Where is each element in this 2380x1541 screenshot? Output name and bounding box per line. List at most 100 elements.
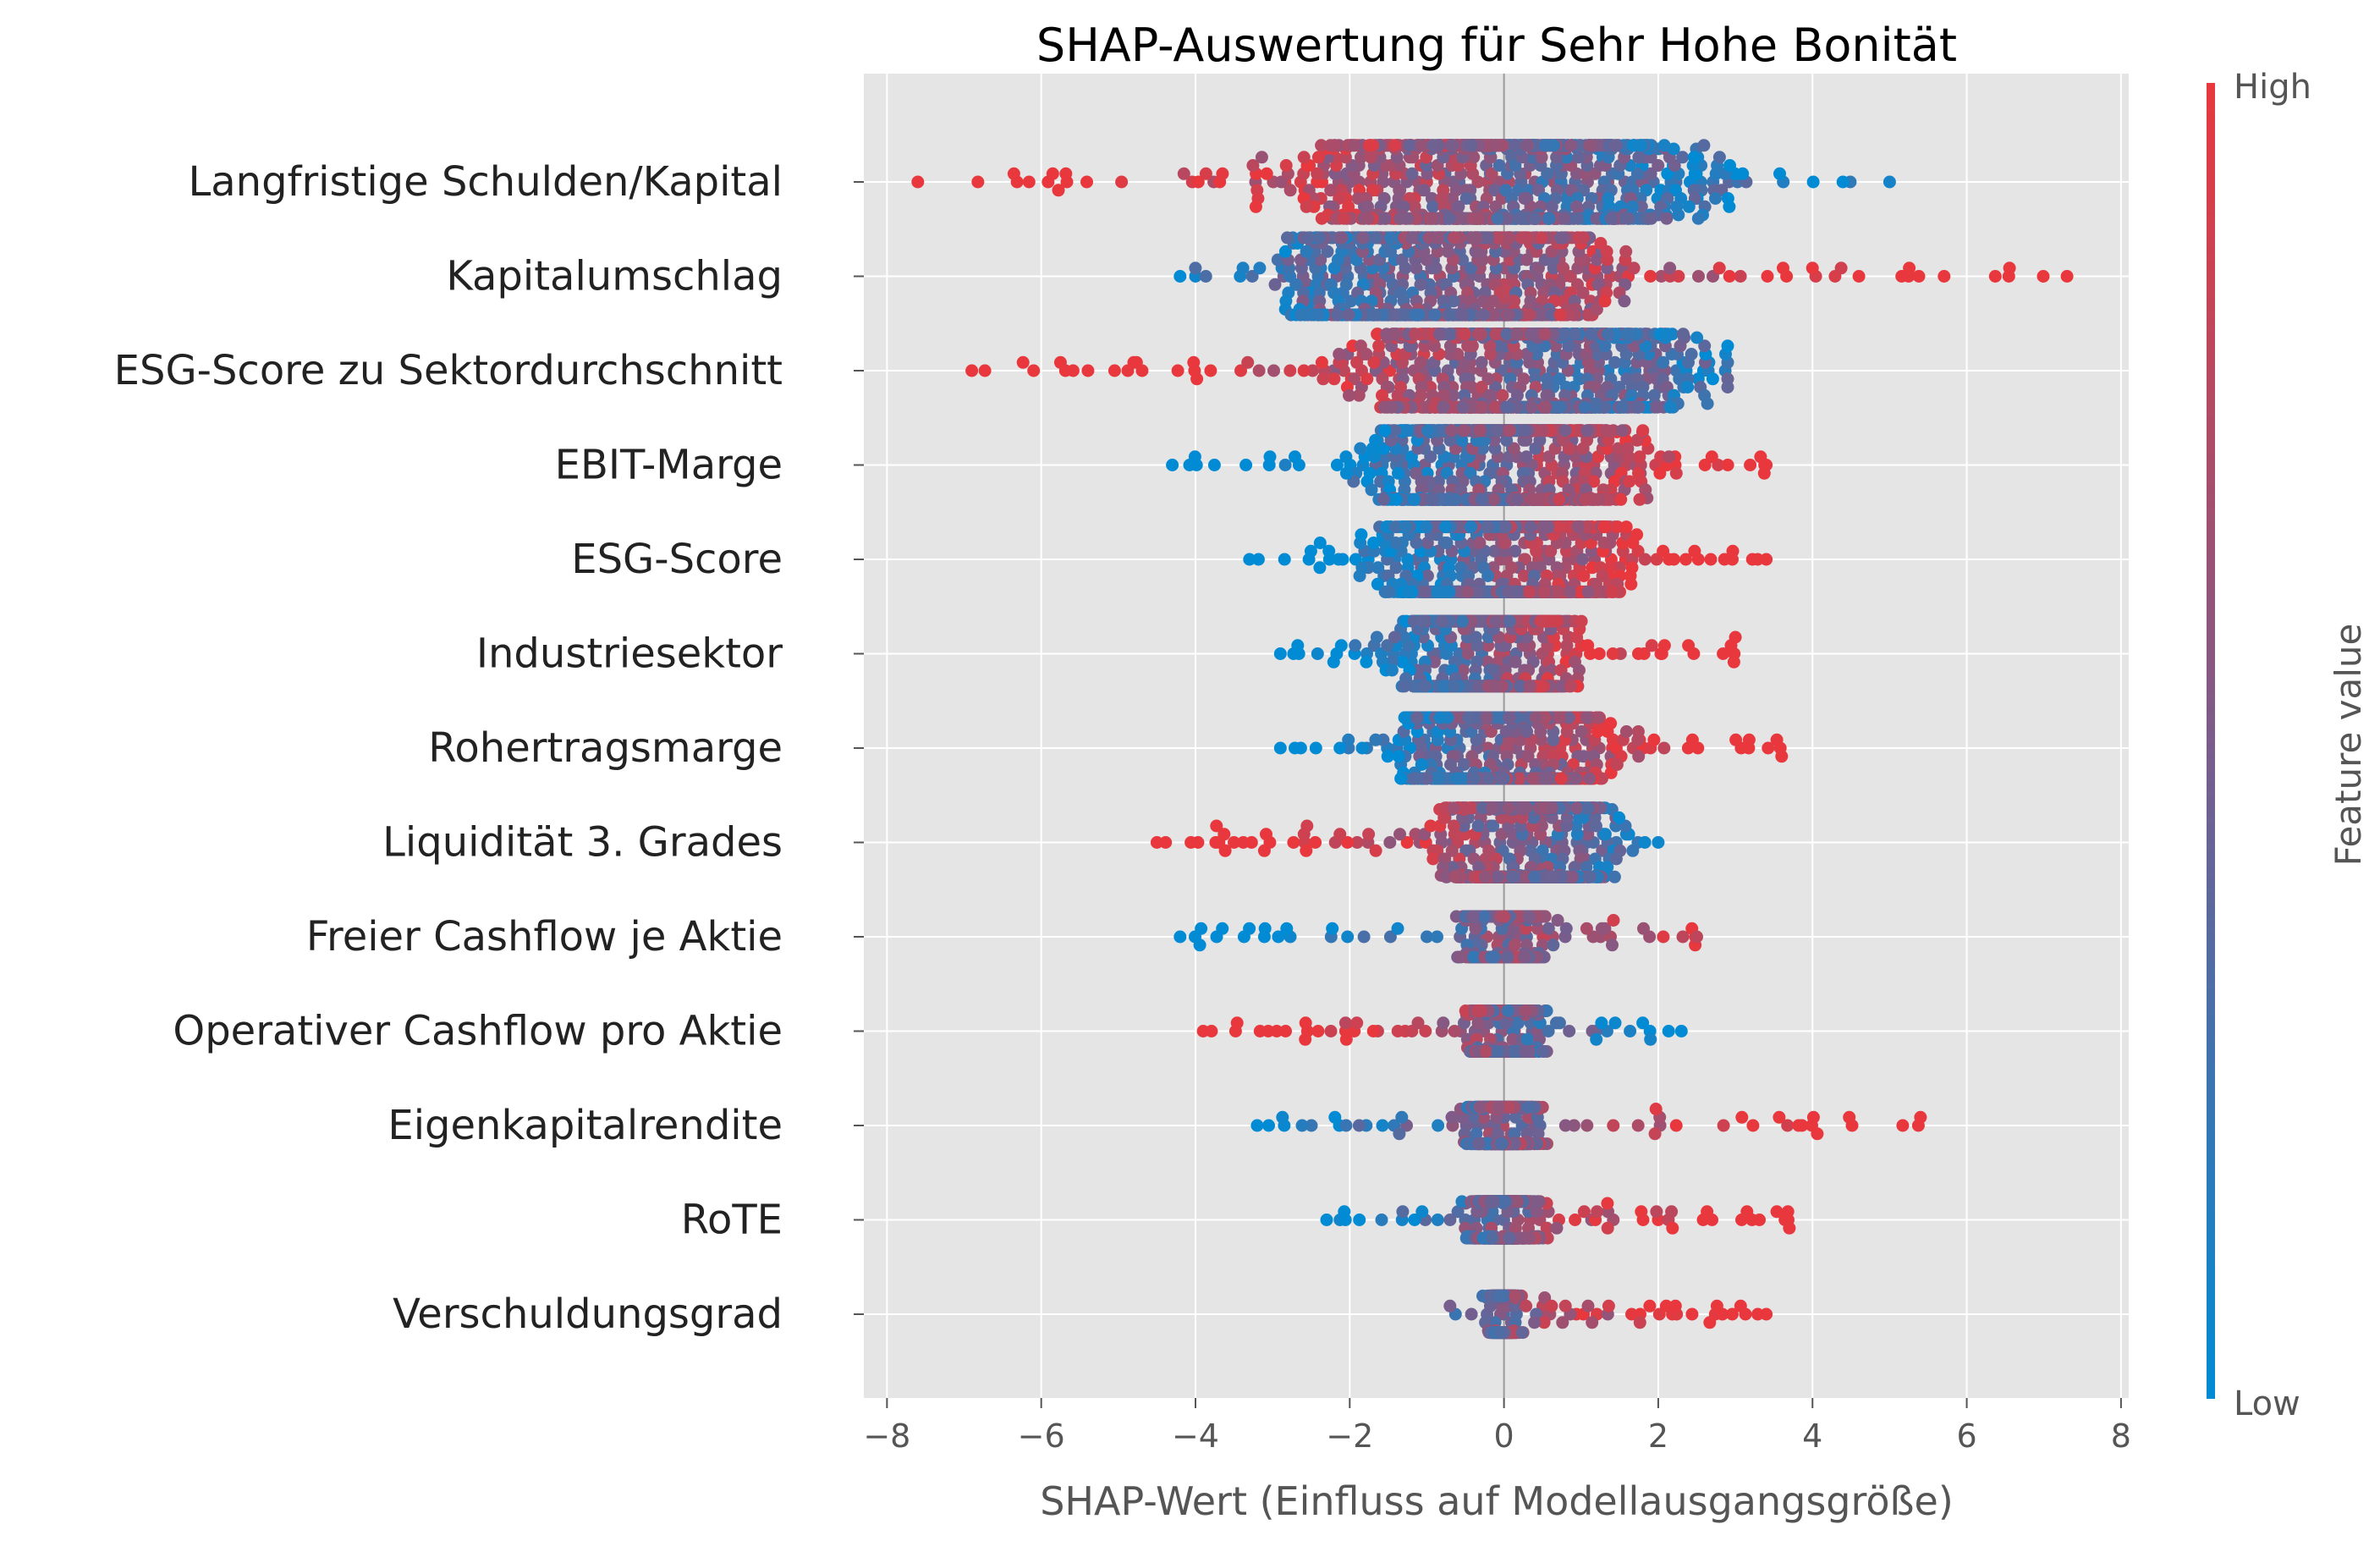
data-point bbox=[1558, 212, 1571, 225]
data-point bbox=[1369, 231, 1382, 245]
data-point bbox=[1315, 139, 1328, 152]
data-point bbox=[1518, 424, 1531, 438]
data-point bbox=[1283, 184, 1297, 197]
data-point bbox=[1635, 139, 1647, 152]
data-point bbox=[1745, 553, 1759, 566]
data-point bbox=[1598, 294, 1612, 308]
data-point bbox=[1553, 493, 1566, 506]
data-point bbox=[1577, 570, 1591, 582]
data-point bbox=[1515, 212, 1529, 225]
data-point bbox=[1311, 167, 1324, 180]
data-point bbox=[1663, 261, 1677, 275]
data-point bbox=[1426, 139, 1440, 152]
data-point bbox=[1335, 231, 1349, 245]
data-point bbox=[1736, 167, 1750, 180]
data-point bbox=[2003, 261, 2016, 275]
data-point bbox=[1475, 493, 1488, 506]
data-point bbox=[1252, 364, 1266, 377]
data-point bbox=[1392, 466, 1404, 480]
data-point bbox=[1426, 212, 1439, 225]
data-point bbox=[1692, 270, 1705, 283]
data-point bbox=[1108, 364, 1121, 377]
data-point bbox=[1241, 355, 1255, 369]
data-point bbox=[1542, 212, 1555, 225]
data-point bbox=[1616, 424, 1629, 438]
data-point bbox=[1171, 364, 1185, 377]
data-point bbox=[1721, 459, 1734, 471]
data-point bbox=[1421, 424, 1435, 438]
data-point bbox=[1408, 493, 1421, 506]
data-point bbox=[1636, 424, 1650, 438]
data-point bbox=[1115, 175, 1129, 189]
data-point bbox=[965, 364, 979, 377]
data-point bbox=[1378, 212, 1392, 225]
data-point bbox=[1491, 212, 1504, 225]
data-point bbox=[1681, 381, 1695, 394]
data-point bbox=[1249, 200, 1262, 213]
data-point bbox=[1734, 270, 1747, 283]
data-point bbox=[1564, 139, 1578, 152]
data-point bbox=[1267, 364, 1280, 377]
data-point bbox=[1518, 192, 1531, 205]
data-point bbox=[1360, 372, 1374, 386]
data-point bbox=[1415, 139, 1428, 152]
data-point bbox=[1327, 372, 1341, 386]
data-point bbox=[1502, 400, 1515, 414]
data-point bbox=[1600, 245, 1613, 258]
data-point bbox=[1343, 388, 1355, 402]
data-point bbox=[1187, 355, 1201, 369]
data-point bbox=[1524, 327, 1537, 341]
data-point bbox=[1706, 372, 1719, 386]
data-point bbox=[1806, 261, 1819, 275]
data-point bbox=[1503, 231, 1516, 245]
data-point bbox=[1425, 493, 1438, 506]
data-point bbox=[1485, 167, 1498, 180]
data-point bbox=[1903, 261, 1916, 275]
data-point bbox=[1691, 212, 1705, 225]
data-point bbox=[1760, 459, 1773, 471]
data-point bbox=[1294, 308, 1308, 322]
data-point bbox=[1618, 294, 1631, 308]
data-point bbox=[1331, 308, 1344, 322]
data-point bbox=[1199, 270, 1212, 283]
data-point bbox=[1366, 139, 1379, 152]
data-point bbox=[1433, 327, 1447, 341]
data-point bbox=[1389, 327, 1403, 341]
data-point bbox=[1773, 167, 1786, 180]
data-point bbox=[1297, 151, 1311, 164]
data-point bbox=[1633, 493, 1646, 506]
data-point bbox=[1496, 388, 1509, 402]
data-point bbox=[1360, 348, 1373, 360]
data-point bbox=[1510, 327, 1524, 341]
data-point bbox=[1432, 231, 1445, 245]
data-point bbox=[1465, 139, 1478, 152]
data-point bbox=[1676, 151, 1690, 164]
data-point bbox=[1490, 424, 1503, 438]
data-point bbox=[1690, 331, 1704, 344]
data-point bbox=[1016, 355, 1030, 369]
data-point bbox=[1027, 364, 1041, 377]
data-point bbox=[1166, 459, 1179, 471]
data-point bbox=[1712, 261, 1726, 275]
data-point bbox=[1620, 327, 1634, 341]
data-point bbox=[1311, 308, 1325, 322]
data-point bbox=[1409, 327, 1422, 341]
data-point bbox=[1644, 270, 1657, 283]
data-point bbox=[1672, 208, 1685, 222]
data-point bbox=[1342, 308, 1355, 322]
data-point bbox=[1361, 212, 1375, 225]
data-point bbox=[1473, 537, 1487, 549]
data-point bbox=[1405, 167, 1419, 180]
data-point bbox=[1426, 200, 1439, 213]
data-point bbox=[1454, 212, 1467, 225]
data-point bbox=[1523, 308, 1536, 322]
data-point bbox=[1354, 442, 1367, 455]
data-point bbox=[1355, 231, 1369, 245]
data-point bbox=[1988, 270, 2002, 283]
data-point bbox=[1278, 459, 1292, 471]
data-point bbox=[1022, 175, 1036, 189]
data-point bbox=[1632, 151, 1646, 164]
data-point bbox=[1488, 139, 1502, 152]
data-point bbox=[1378, 424, 1392, 438]
